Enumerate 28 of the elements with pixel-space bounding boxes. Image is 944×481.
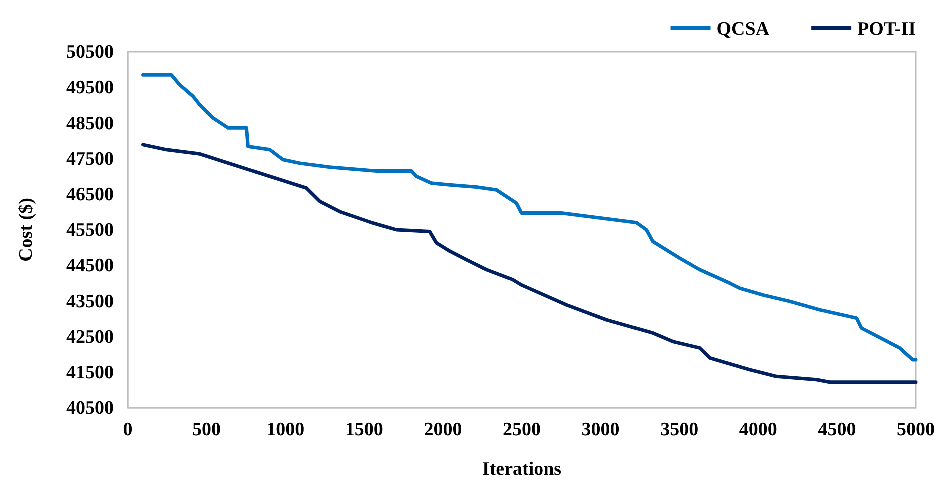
- x-tick-label: 2000: [424, 419, 462, 440]
- x-tick-label: 3000: [582, 419, 620, 440]
- y-axis-title: Cost ($): [16, 198, 37, 262]
- x-tick-label: 500: [192, 419, 222, 440]
- y-tick-label: 46500: [66, 184, 114, 206]
- y-tick-label: 42500: [66, 326, 114, 348]
- legend-label: QCSA: [716, 19, 770, 40]
- y-tick-label: 44500: [66, 256, 114, 277]
- y-tick-label: 49500: [66, 78, 114, 99]
- y-tick-label: 50500: [66, 42, 114, 64]
- x-tick-label: 4500: [818, 419, 856, 440]
- y-tick-label: 48500: [66, 113, 114, 134]
- y-tick-label: 45500: [66, 220, 114, 242]
- x-tick-label: 1500: [345, 419, 384, 440]
- legend-label: POT-II: [858, 19, 916, 40]
- y-tick-label: 40500: [66, 398, 114, 420]
- y-tick-label: 41500: [66, 362, 114, 384]
- x-tick-label: 1000: [266, 419, 305, 440]
- y-tick-label: 43500: [66, 291, 114, 312]
- line-series: [142, 143, 918, 384]
- x-tick-label: 3500: [660, 419, 699, 440]
- y-tick-label: 47500: [66, 148, 114, 170]
- x-tick-label: 2500: [503, 419, 541, 440]
- line-series: [142, 73, 918, 362]
- x-tick-label: 0: [123, 419, 133, 440]
- x-tick-label: 5000: [897, 419, 935, 440]
- x-axis-title: Iterations: [482, 459, 562, 480]
- x-tick-label: 4000: [739, 419, 778, 440]
